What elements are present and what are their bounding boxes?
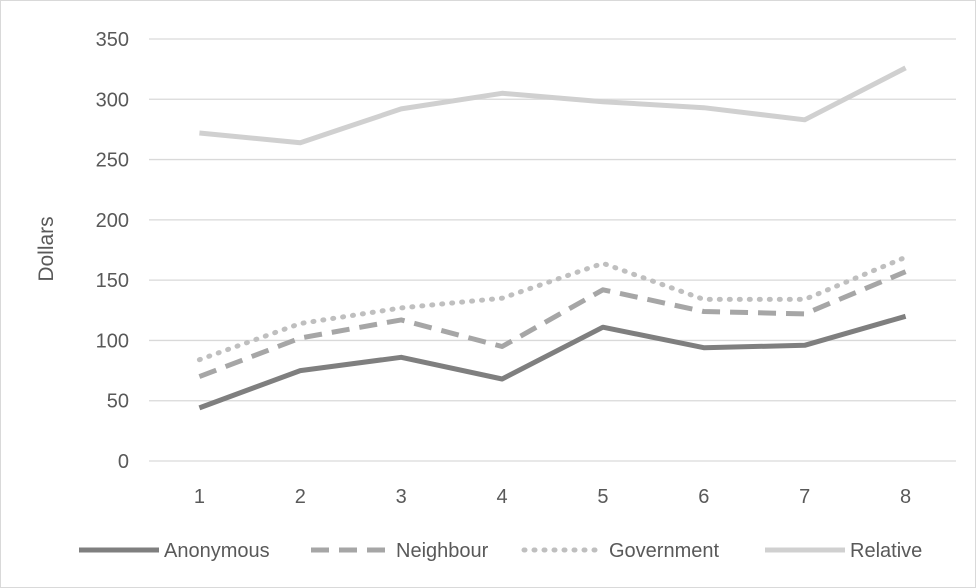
series-line-relative	[199, 65, 907, 146]
x-tick-label: 1	[194, 486, 205, 508]
y-tick-label: 0	[118, 451, 129, 473]
x-axis-ticks: 1 2 3 4 5 6 7 8	[194, 486, 911, 508]
x-tick-label: 6	[698, 486, 709, 508]
y-tick-label: 300	[96, 89, 129, 111]
gridlines	[149, 38, 956, 462]
x-tick-label: 2	[295, 486, 306, 508]
legend-label-anonymous: Anonymous	[164, 540, 270, 562]
series-line-government	[196, 254, 909, 363]
legend: Anonymous Neighbour Government Relative	[79, 540, 922, 562]
legend-label-neighbour: Neighbour	[396, 540, 489, 562]
x-tick-label: 7	[799, 486, 810, 508]
y-tick-label: 250	[96, 150, 129, 172]
x-tick-label: 4	[497, 486, 508, 508]
y-axis-title: Dollars	[35, 216, 58, 281]
y-axis-ticks: 0 50 100 150 200 250 300 350	[96, 29, 129, 473]
y-tick-label: 350	[96, 29, 129, 51]
series-lines	[196, 65, 909, 411]
x-tick-label: 5	[597, 486, 608, 508]
legend-label-government: Government	[609, 540, 719, 562]
legend-label-relative: Relative	[850, 540, 922, 562]
y-tick-label: 150	[96, 270, 129, 292]
y-tick-label: 100	[96, 330, 129, 352]
y-tick-label: 200	[96, 210, 129, 232]
series-line-neighbour	[198, 269, 907, 379]
x-tick-label: 8	[900, 486, 911, 508]
x-tick-label: 3	[396, 486, 407, 508]
series-line-anonymous	[198, 313, 907, 411]
y-tick-label: 50	[107, 391, 129, 413]
